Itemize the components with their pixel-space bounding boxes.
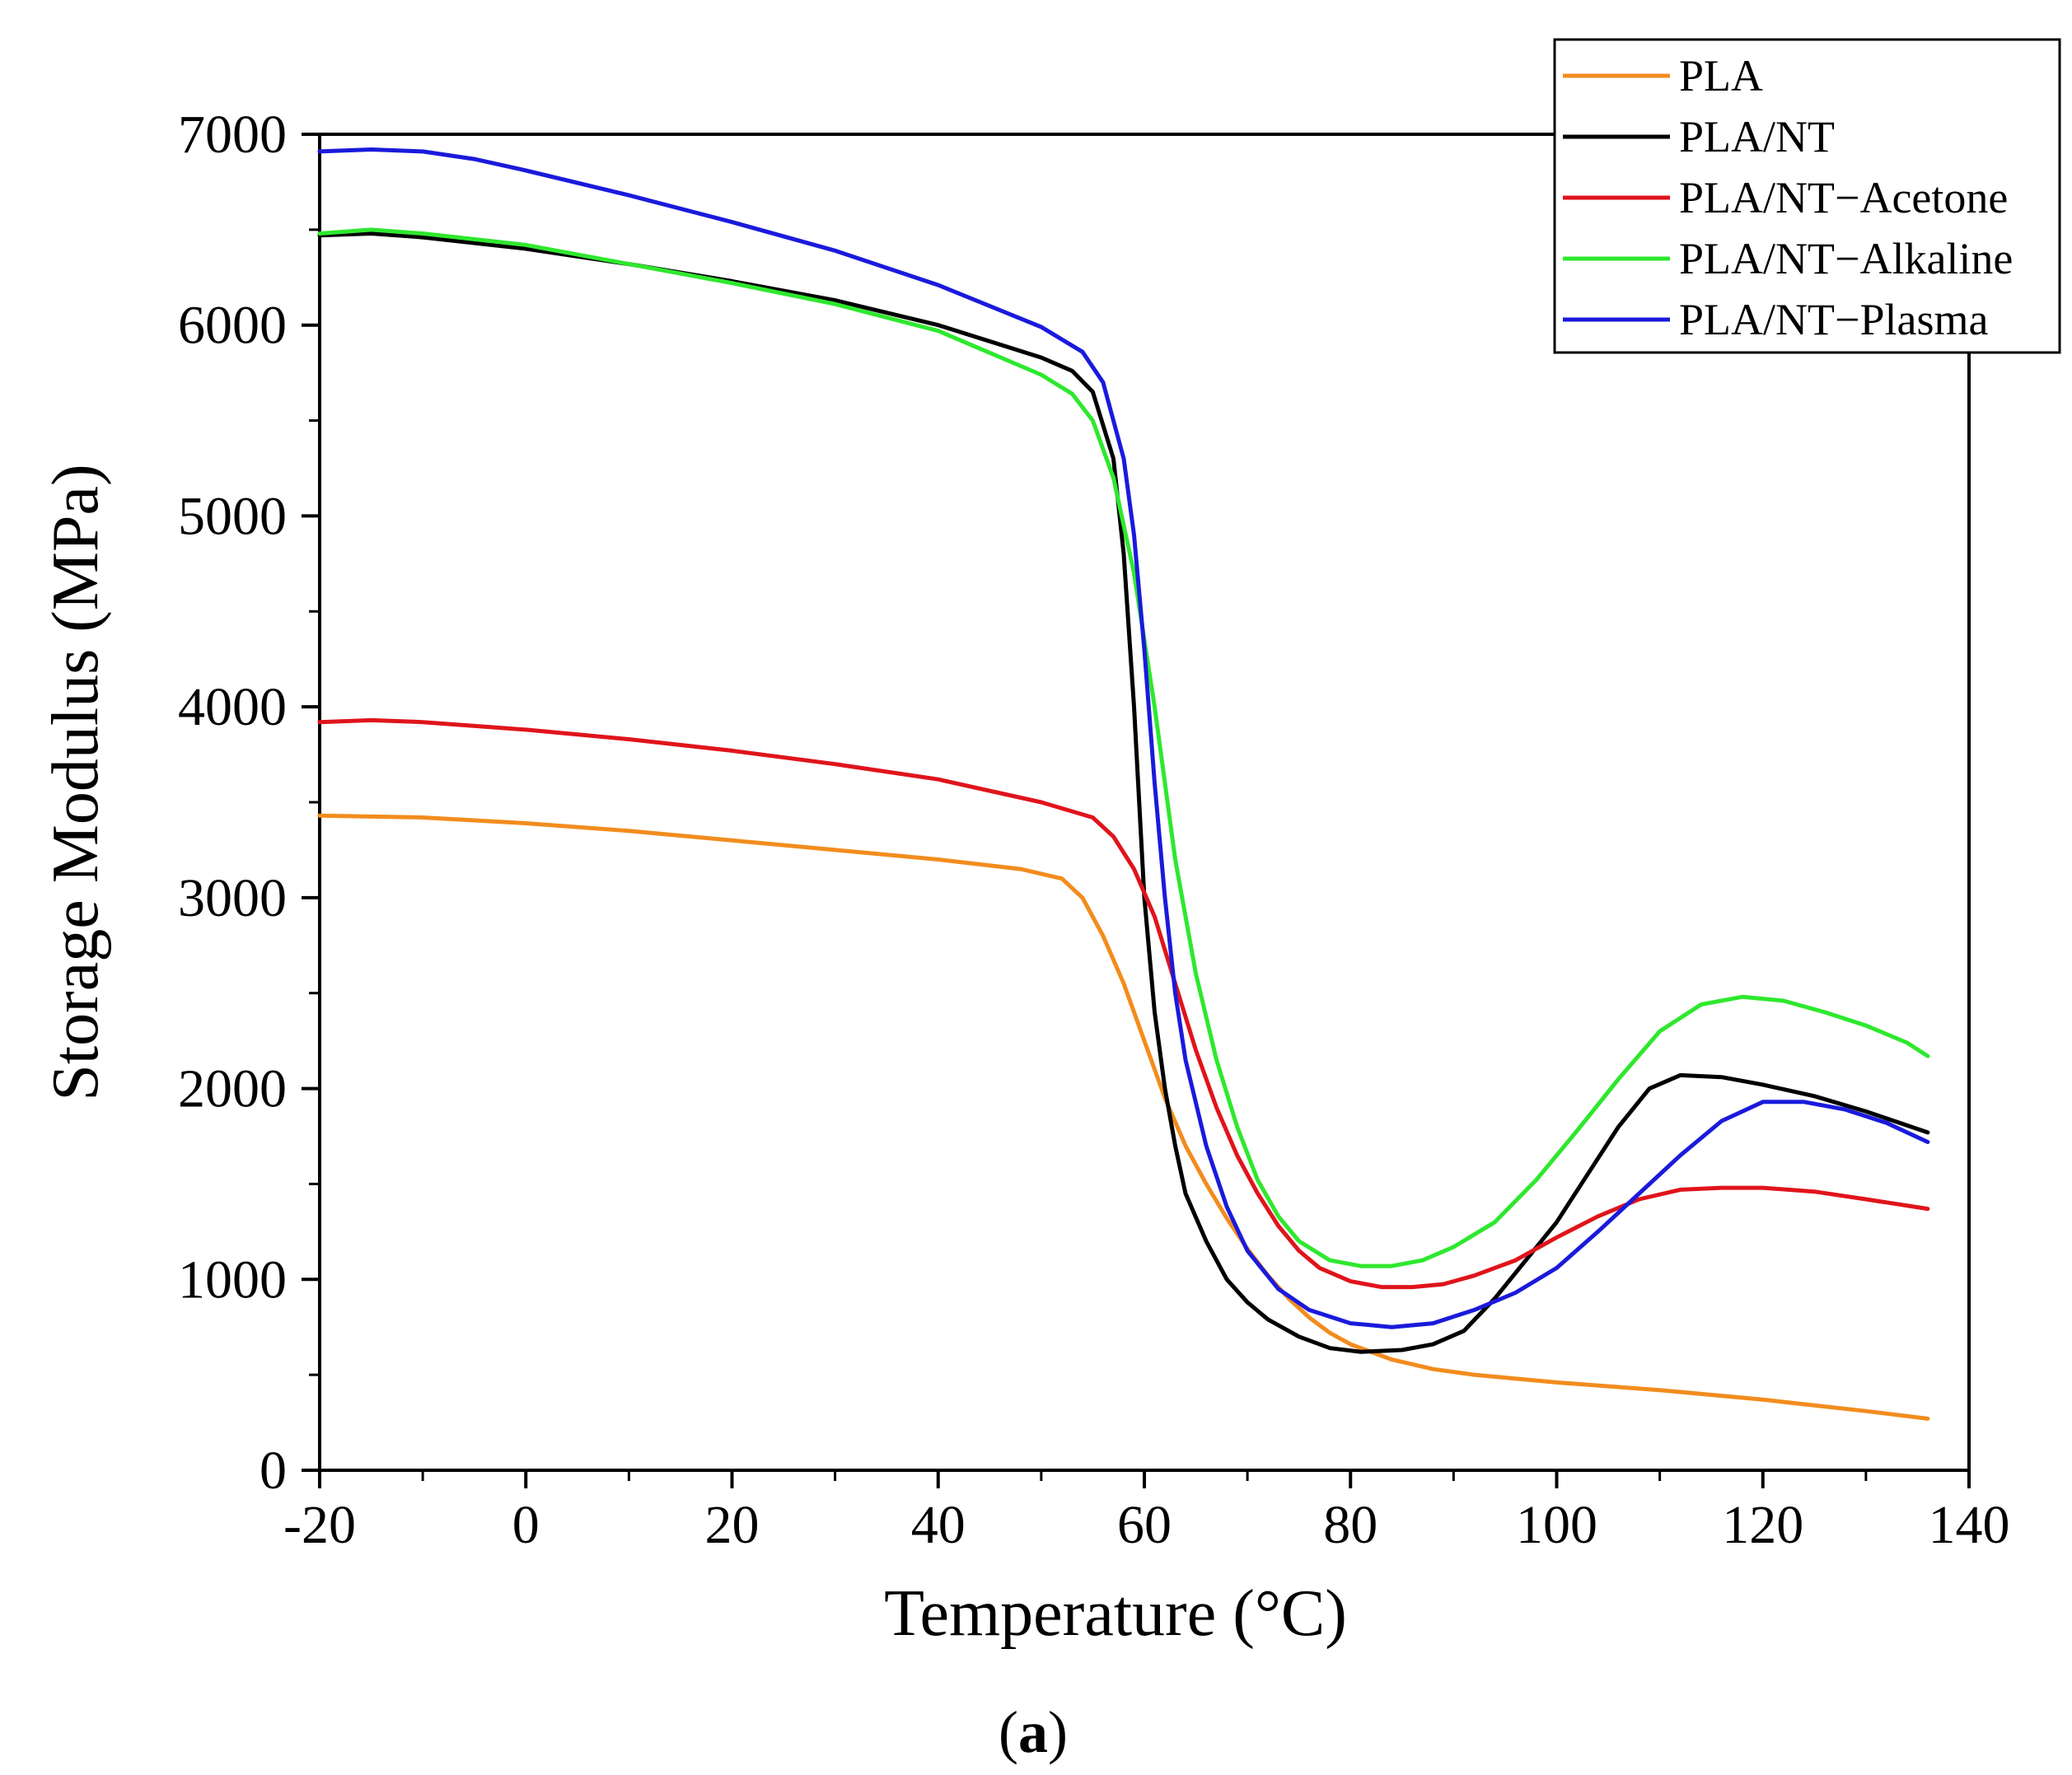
- x-tick-label: 0: [512, 1495, 540, 1555]
- legend-label-pla-nt-acetone: PLA/NT−Acetone: [1679, 173, 2008, 222]
- y-tick-label: 2000: [178, 1059, 287, 1119]
- caption-close-paren: ): [1048, 1699, 1068, 1765]
- y-tick-label: 7000: [178, 105, 287, 165]
- series-line-pla-nt-acetone: [317, 717, 1930, 1290]
- caption-open-paren: (: [999, 1699, 1018, 1765]
- y-tick-label: 0: [260, 1441, 287, 1501]
- series-line-pla-nt-plasma: [317, 147, 1930, 1329]
- y-tick-label: 3000: [178, 868, 287, 928]
- series-line-pla: [317, 813, 1930, 1421]
- x-tick-label: 100: [1516, 1495, 1597, 1555]
- legend-label-pla: PLA: [1679, 51, 1763, 100]
- x-tick-label: 120: [1722, 1495, 1803, 1555]
- y-tick-label: 1000: [178, 1250, 287, 1310]
- series-line-pla-nt-alkaline: [317, 227, 1930, 1268]
- series-lines: [317, 147, 1930, 1421]
- series-line-pla-nt: [317, 231, 1930, 1354]
- x-tick-label: 80: [1323, 1495, 1377, 1555]
- y-axis-title: Storage Modulus (MPa): [40, 464, 112, 1100]
- legend-label-pla-nt-plasma: PLA/NT−Plasma: [1679, 295, 1988, 344]
- x-tick-label: 40: [911, 1495, 966, 1555]
- y-axis-ticks: 0 1000 2000 3000 4000 5000 6000 7000: [178, 105, 320, 1501]
- x-tick-label: -20: [283, 1495, 356, 1555]
- x-axis-title: Temperature (°C): [884, 1577, 1347, 1650]
- x-tick-label: 20: [705, 1495, 760, 1555]
- y-tick-label: 6000: [178, 296, 287, 356]
- x-tick-label: 60: [1117, 1495, 1172, 1555]
- legend-label-pla-nt-alkaline: PLA/NT−Alkaline: [1679, 234, 2013, 283]
- figure-caption: (a): [999, 1699, 1068, 1765]
- legend: PLA PLA/NT PLA/NT−Acetone PLA/NT−Alkaline PL…: [1553, 38, 2061, 354]
- x-tick-label: 140: [1929, 1495, 2010, 1555]
- y-tick-label: 5000: [178, 486, 287, 546]
- y-tick-label: 4000: [178, 677, 287, 737]
- x-axis-ticks: -20 0 20 40 60 80 100 120 140: [283, 1470, 2010, 1555]
- caption-letter: a: [1018, 1699, 1048, 1765]
- legend-label-pla-nt: PLA/NT: [1679, 112, 1835, 161]
